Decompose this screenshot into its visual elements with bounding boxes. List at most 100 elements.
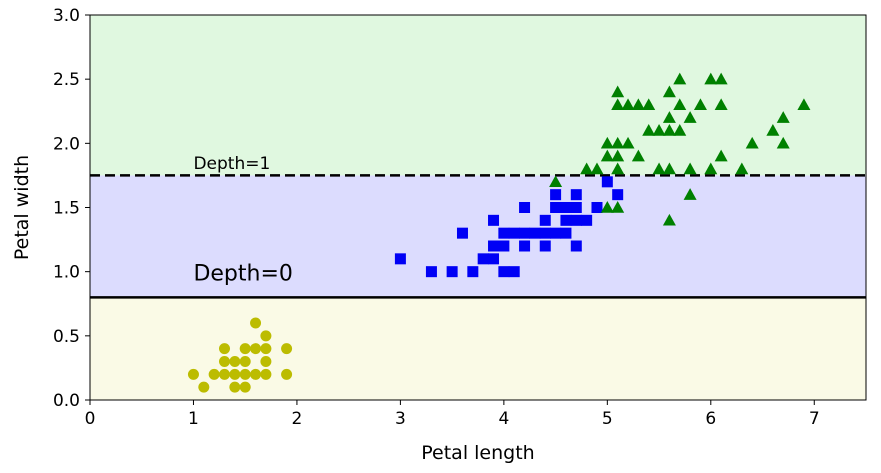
iris-versicolor-point bbox=[456, 227, 468, 239]
iris-versicolor-point bbox=[508, 227, 520, 239]
iris-versicolor-point bbox=[539, 227, 551, 239]
iris-versicolor-point bbox=[529, 227, 541, 239]
regions-layer bbox=[90, 15, 866, 400]
iris-versicolor-point bbox=[560, 227, 572, 239]
iris-versicolor-point bbox=[550, 227, 562, 239]
iris-virginica-point bbox=[642, 98, 656, 111]
iris-virginica-point bbox=[776, 111, 790, 123]
iris-virginica-point bbox=[600, 149, 614, 162]
iris-virginica-point bbox=[673, 98, 687, 111]
iris-virginica-point bbox=[549, 175, 563, 188]
iris-versicolor-point bbox=[570, 240, 582, 252]
iris-virginica-point bbox=[673, 72, 687, 85]
iris-virginica-point bbox=[776, 136, 790, 149]
iris-versicolor-point bbox=[446, 266, 458, 278]
iris-versicolor-point bbox=[601, 176, 613, 188]
iris-virginica-point bbox=[704, 72, 718, 85]
iris-versicolor-point bbox=[498, 227, 510, 239]
iris-versicolor-point bbox=[467, 266, 479, 278]
y-tick-label: 2.0 bbox=[53, 134, 80, 154]
iris-setosa-point bbox=[260, 356, 272, 367]
iris-virginica-point bbox=[611, 136, 625, 149]
iris-versicolor-point bbox=[498, 240, 510, 252]
iris-versicolor-point bbox=[570, 202, 582, 213]
y-tick-label: 2.5 bbox=[53, 70, 80, 90]
x-tick-label: 3 bbox=[395, 409, 406, 429]
iris-setosa-point bbox=[198, 381, 210, 393]
iris-versicolor-point bbox=[508, 266, 520, 278]
iris-virginica-point bbox=[611, 162, 625, 175]
iris-virginica-point bbox=[693, 98, 707, 111]
iris-virginica-point bbox=[580, 162, 594, 175]
iris-virginica-point bbox=[714, 98, 728, 111]
iris-setosa-point bbox=[229, 356, 241, 367]
x-tick-label: 1 bbox=[188, 409, 199, 429]
iris-versicolor-point bbox=[488, 214, 500, 226]
x-tick-label: 6 bbox=[705, 409, 716, 429]
iris-virginica-point bbox=[652, 124, 666, 136]
iris-virginica-point bbox=[621, 136, 635, 149]
iris-setosa-point bbox=[219, 343, 231, 355]
iris-virginica-point bbox=[662, 111, 676, 123]
iris-virginica-point bbox=[611, 201, 625, 213]
x-tick-label: 2 bbox=[292, 409, 303, 429]
iris-virginica-point bbox=[662, 162, 676, 175]
iris-virginica-point bbox=[662, 213, 676, 226]
iris-versicolor-point bbox=[550, 202, 562, 213]
iris-setosa-point bbox=[239, 368, 251, 380]
depth1-label: Depth=1 bbox=[193, 154, 270, 174]
iris-setosa-point bbox=[229, 381, 241, 393]
iris-versicolor-point bbox=[519, 202, 531, 213]
depth0-label: Depth=0 bbox=[193, 262, 292, 287]
iris-setosa-point bbox=[281, 368, 293, 380]
x-tick-label: 5 bbox=[602, 409, 613, 429]
x-tick-label: 7 bbox=[809, 409, 820, 429]
iris-virginica-point bbox=[714, 149, 728, 162]
iris-versicolor-point bbox=[477, 253, 489, 265]
iris-virginica-point bbox=[631, 149, 645, 162]
iris-setosa-point bbox=[250, 317, 262, 329]
iris-versicolor-point bbox=[519, 227, 531, 239]
iris-virginica-point bbox=[673, 124, 687, 136]
iris-setosa-point bbox=[229, 368, 241, 380]
iris-versicolor-point bbox=[570, 189, 582, 201]
iris-virginica-point bbox=[652, 162, 666, 175]
iris-setosa-point bbox=[260, 343, 272, 355]
iris-versicolor-point bbox=[581, 214, 593, 226]
iris-virginica-point bbox=[683, 188, 697, 200]
iris-virginica-point bbox=[611, 149, 625, 162]
iris-virginica-point bbox=[662, 85, 676, 98]
y-tick-label: 3.0 bbox=[53, 6, 80, 26]
x-tick-label: 0 bbox=[85, 409, 96, 429]
iris-versicolor-point bbox=[560, 202, 572, 213]
iris-virginica-point bbox=[600, 201, 614, 213]
iris-virginica-point bbox=[631, 98, 645, 111]
decision-lines-layer: Depth=0 Depth=1 bbox=[90, 154, 866, 299]
iris-versicolor-point bbox=[550, 189, 562, 201]
iris-versicolor-point bbox=[488, 240, 500, 252]
iris-versicolor-point bbox=[488, 253, 500, 265]
iris-virginica-point bbox=[735, 162, 749, 175]
iris-setosa-point bbox=[250, 343, 262, 355]
iris-virginica-point bbox=[683, 111, 697, 123]
iris-versicolor-point bbox=[560, 214, 572, 226]
iris-versicolor-point bbox=[570, 214, 582, 226]
iris-versicolor-point bbox=[394, 253, 406, 265]
iris-setosa-point bbox=[239, 343, 251, 355]
iris-virginica-point bbox=[745, 136, 759, 149]
iris-virginica-point bbox=[704, 162, 718, 175]
iris-virginica-point bbox=[600, 136, 614, 149]
iris-setosa-point bbox=[260, 368, 272, 380]
axis-labels: Petal length Petal width bbox=[11, 155, 535, 464]
iris-setosa-point bbox=[250, 368, 262, 380]
iris-setosa-point bbox=[219, 356, 231, 367]
y-tick-label: 0.5 bbox=[53, 327, 80, 347]
iris-setosa-point bbox=[281, 343, 293, 355]
iris-virginica-point bbox=[714, 72, 728, 85]
iris-versicolor-point bbox=[425, 266, 437, 278]
iris-versicolor-point bbox=[519, 240, 531, 252]
iris-virginica-point bbox=[590, 162, 604, 175]
y-tick-label: 1.0 bbox=[53, 263, 80, 283]
iris-virginica-point bbox=[611, 85, 625, 98]
iris-setosa-point bbox=[187, 368, 199, 380]
